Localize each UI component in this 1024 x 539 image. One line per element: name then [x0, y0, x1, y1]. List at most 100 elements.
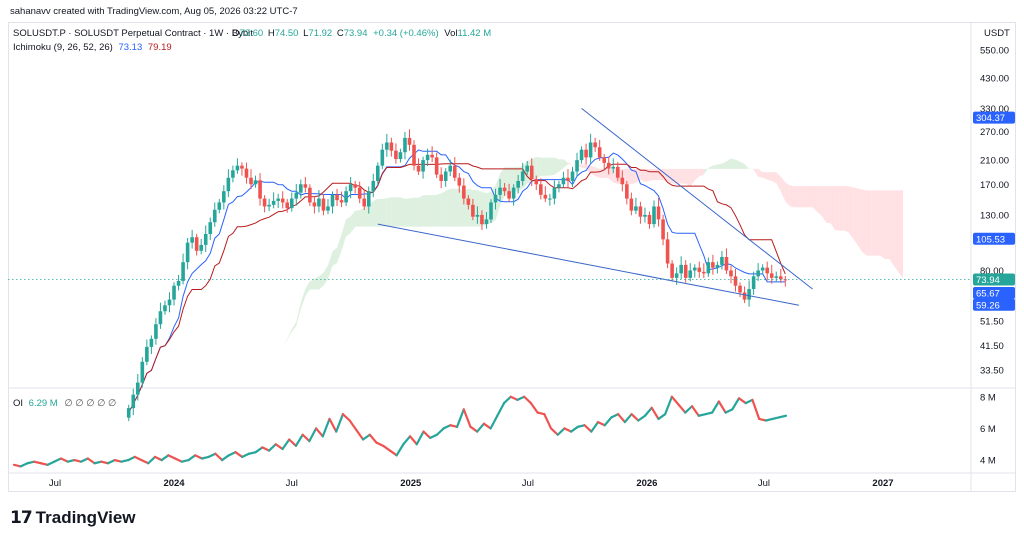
candle-body — [380, 149, 385, 166]
oi-segment — [254, 446, 264, 454]
candle-body — [321, 198, 326, 211]
cloud-segment — [794, 186, 799, 208]
candle-body — [729, 270, 733, 277]
oi-segment — [476, 422, 486, 433]
candle-body — [394, 150, 398, 160]
oi-segment — [100, 460, 110, 465]
oi-segment — [147, 455, 157, 465]
oi-segment — [596, 420, 606, 427]
oi-segment — [194, 454, 204, 460]
cloud-segment — [423, 195, 428, 227]
oi-segment — [19, 462, 29, 468]
candle-body — [167, 299, 172, 306]
candle-body — [403, 137, 407, 153]
candle-body — [484, 219, 489, 225]
cloud-segment — [817, 186, 822, 216]
candle-body — [276, 198, 280, 201]
oi-segment — [610, 413, 620, 419]
cloud-segment — [685, 168, 691, 187]
candle-body — [416, 165, 421, 172]
oi-segment — [274, 443, 284, 451]
oi-segment — [697, 413, 707, 417]
cloud-segment — [581, 164, 587, 169]
candle-body — [280, 198, 285, 203]
price-axis[interactable]: 550.00 430.00 330.00 270.00 210.00 170.00 130.… — [980, 46, 1009, 377]
price-tick-9: 41.50 — [980, 341, 1004, 352]
cloud-segment — [359, 207, 365, 227]
cloud-segment — [776, 172, 781, 192]
cloud-segment — [323, 265, 328, 286]
ohlc-readout: O73.60 H74.50 L71.92 C73.94 +0.34 (+0.46… — [232, 28, 491, 39]
candle-body — [656, 206, 661, 220]
oi-segment — [717, 400, 727, 414]
candle-body — [389, 142, 394, 151]
candle-body — [738, 285, 742, 293]
candle-body — [625, 184, 629, 199]
cloud-segment — [848, 186, 854, 239]
oi-segment — [523, 395, 533, 405]
candle-body — [597, 147, 602, 158]
cloud-segment — [255, 384, 261, 396]
time-tick-5: 2026 — [636, 478, 657, 489]
tradingview-logo[interactable]: 17 TradingView — [10, 508, 136, 528]
oi-segment — [180, 458, 190, 463]
cloud-segment — [300, 288, 306, 310]
time-tick-6: Jul — [758, 478, 770, 489]
cloud-segment — [509, 167, 514, 195]
trendlines[interactable] — [377, 108, 813, 306]
cloud-segment — [604, 168, 609, 178]
cloud-segment — [730, 158, 736, 169]
candle-body — [489, 202, 493, 220]
candle-body — [203, 234, 208, 245]
oi-segment — [778, 414, 788, 419]
cloud-segment — [373, 199, 378, 227]
cloud-segment — [563, 159, 568, 168]
candle-body — [561, 177, 566, 185]
oi-segment — [509, 395, 519, 402]
candle-body — [674, 273, 679, 278]
candle-body — [475, 214, 480, 217]
candle-body — [634, 206, 638, 211]
oi-segment — [650, 406, 660, 421]
candle-body — [498, 187, 502, 195]
oi-segment — [247, 451, 257, 455]
cloud-segment — [386, 197, 392, 227]
cloud-segment — [676, 168, 682, 184]
cloud-segment — [640, 168, 645, 182]
candle-body — [448, 165, 453, 172]
cloud-segment — [251, 395, 256, 404]
oi-segment — [227, 451, 237, 457]
cloud-segment — [468, 188, 473, 227]
candle-body — [131, 394, 136, 409]
oi-segment — [361, 433, 371, 441]
cloud-segment — [785, 182, 790, 207]
candle-body — [593, 142, 597, 148]
time-axis[interactable]: Jul 2024 Jul 2025 Jul 2026 Jul 2027 — [49, 478, 894, 489]
cloud-segment — [500, 167, 505, 207]
candle-body — [330, 194, 335, 207]
oi-segment — [529, 401, 539, 414]
cloud-segment — [667, 168, 673, 184]
cloud-segment — [681, 168, 686, 184]
oi-segment — [435, 427, 445, 436]
oi-segment — [73, 458, 83, 463]
chart-credit: sahanavv created with TradingView.com, A… — [10, 6, 298, 17]
cloud-segment — [839, 186, 845, 231]
oi-segment — [153, 455, 163, 462]
cloud-segment — [862, 189, 867, 256]
candle-body — [271, 200, 276, 205]
oi-segment — [127, 455, 136, 462]
oi-segment — [563, 427, 573, 433]
cloud-segment — [445, 188, 451, 227]
candle-body — [145, 346, 149, 362]
cloud-segment — [631, 168, 636, 185]
candle-body — [226, 177, 231, 192]
cloud-segment — [495, 173, 501, 221]
cloud-segment — [663, 168, 668, 183]
oi-segment — [576, 424, 586, 428]
upper-trendline — [581, 108, 813, 290]
candle-body — [407, 137, 412, 145]
price-tick-8: 51.50 — [980, 316, 1004, 327]
oi-segment — [583, 424, 593, 433]
